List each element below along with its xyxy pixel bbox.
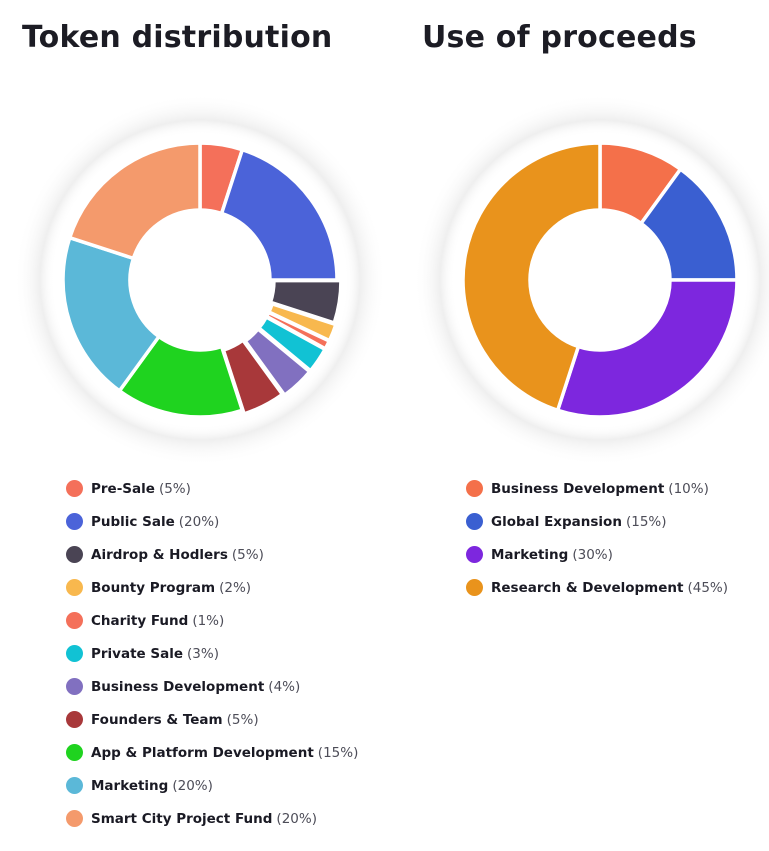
legend-percent: 15% [626, 514, 667, 530]
use-of-proceeds-donut [414, 94, 769, 466]
legend-percent: 30% [572, 547, 613, 563]
slice-smart-city-project-fund[interactable] [67, 141, 202, 261]
legend-percent: 2% [219, 580, 251, 596]
legend-label: Airdrop & Hodlers [91, 546, 228, 563]
legend-label: App & Platform Development [91, 744, 314, 761]
legend-label: Founders & Team [91, 711, 223, 728]
legend-item-marketing[interactable]: Marketing30% [466, 538, 728, 571]
legend-item-app-and-platform-development[interactable]: App & Platform Development15% [66, 736, 358, 769]
legend-label: Global Expansion [491, 513, 622, 530]
legend-percent: 5% [159, 481, 191, 497]
legend-swatch [66, 744, 83, 761]
legend-percent: 5% [227, 712, 259, 728]
legend-item-public-sale[interactable]: Public Sale20% [66, 505, 358, 538]
token-distribution-legend: Pre-Sale5%Public Sale20%Airdrop & Hodler… [66, 472, 358, 835]
legend-swatch [66, 480, 83, 497]
legend-percent: 20% [276, 811, 317, 827]
legend-swatch [66, 777, 83, 794]
token-distribution-title: Token distribution [22, 20, 333, 55]
legend-swatch [466, 546, 483, 563]
legend-label: Smart City Project Fund [91, 810, 273, 827]
legend-percent: 3% [187, 646, 219, 662]
legend-percent: 45% [687, 580, 728, 596]
legend-swatch [66, 810, 83, 827]
legend-item-smart-city-project-fund[interactable]: Smart City Project Fund20% [66, 802, 358, 835]
legend-percent: 1% [192, 613, 224, 629]
legend-item-charity-fund[interactable]: Charity Fund1% [66, 604, 358, 637]
legend-swatch [66, 645, 83, 662]
legend-item-global-expansion[interactable]: Global Expansion15% [466, 505, 728, 538]
slice-marketing[interactable] [61, 235, 161, 393]
slice-public-sale[interactable] [219, 147, 339, 282]
legend-label: Bounty Program [91, 579, 216, 596]
legend-percent: 20% [172, 778, 213, 794]
legend-label: Marketing [491, 546, 569, 563]
legend-label: Business Development [91, 678, 265, 695]
legend-percent: 20% [179, 514, 220, 530]
legend-label: Private Sale [91, 645, 184, 662]
legend-swatch [66, 513, 83, 530]
legend-item-research-and-development[interactable]: Research & Development45% [466, 571, 728, 604]
use-of-proceeds-legend: Business Development10%Global Expansion1… [466, 472, 728, 604]
legend-swatch [66, 612, 83, 629]
legend-swatch [466, 480, 483, 497]
legend-label: Business Development [491, 480, 665, 497]
legend-item-business-development[interactable]: Business Development4% [66, 670, 358, 703]
legend-label: Pre-Sale [91, 480, 155, 497]
legend-item-business-development[interactable]: Business Development10% [466, 472, 728, 505]
legend-label: Public Sale [91, 513, 175, 530]
legend-item-pre-sale[interactable]: Pre-Sale5% [66, 472, 358, 505]
legend-swatch [66, 678, 83, 695]
legend-percent: 4% [268, 679, 300, 695]
slice-marketing[interactable] [555, 278, 739, 419]
legend-item-founders-and-team[interactable]: Founders & Team5% [66, 703, 358, 736]
legend-label: Charity Fund [91, 612, 189, 629]
legend-swatch [66, 579, 83, 596]
legend-swatch [66, 546, 83, 563]
legend-item-airdrop-and-hodlers[interactable]: Airdrop & Hodlers5% [66, 538, 358, 571]
legend-item-bounty-program[interactable]: Bounty Program2% [66, 571, 358, 604]
legend-swatch [466, 513, 483, 530]
token-distribution-donut [14, 94, 386, 466]
legend-percent: 5% [232, 547, 264, 563]
legend-swatch [466, 579, 483, 596]
legend-item-marketing[interactable]: Marketing20% [66, 769, 358, 802]
legend-label: Marketing [91, 777, 169, 794]
legend-percent: 10% [668, 481, 709, 497]
use-of-proceeds-title: Use of proceeds [422, 20, 697, 55]
legend-swatch [66, 711, 83, 728]
legend-percent: 15% [318, 745, 359, 761]
slice-research-and-development[interactable] [461, 141, 602, 413]
legend-item-private-sale[interactable]: Private Sale3% [66, 637, 358, 670]
legend-label: Research & Development [491, 579, 684, 596]
